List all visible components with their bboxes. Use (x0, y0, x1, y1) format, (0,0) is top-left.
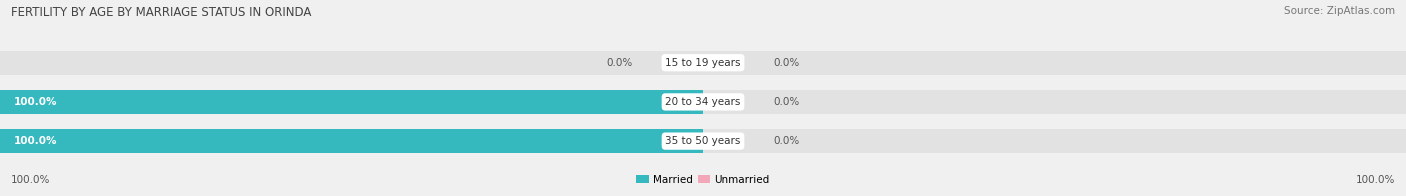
Bar (0, 90, 703, 114)
Text: 0.0%: 0.0% (773, 136, 800, 146)
Bar (703, 51, 1406, 75)
Text: 0.0%: 0.0% (773, 58, 800, 68)
Text: 100.0%: 100.0% (11, 175, 51, 185)
Legend: Married, Unmarried: Married, Unmarried (633, 171, 773, 189)
Bar (0, 51, 703, 75)
Text: 20 to 34 years: 20 to 34 years (665, 97, 741, 107)
Text: 15 to 19 years: 15 to 19 years (665, 58, 741, 68)
Bar (703, 129, 1406, 153)
Text: 0.0%: 0.0% (606, 58, 633, 68)
Text: 100.0%: 100.0% (1355, 175, 1395, 185)
Text: FERTILITY BY AGE BY MARRIAGE STATUS IN ORINDA: FERTILITY BY AGE BY MARRIAGE STATUS IN O… (11, 6, 312, 19)
Bar (0, 129, 703, 153)
Bar (0, 90, 703, 114)
Bar (0, 129, 703, 153)
Text: 35 to 50 years: 35 to 50 years (665, 136, 741, 146)
Text: Source: ZipAtlas.com: Source: ZipAtlas.com (1284, 6, 1395, 16)
Text: 100.0%: 100.0% (14, 97, 58, 107)
Text: 0.0%: 0.0% (773, 97, 800, 107)
Bar (703, 90, 1406, 114)
Text: 100.0%: 100.0% (14, 136, 58, 146)
